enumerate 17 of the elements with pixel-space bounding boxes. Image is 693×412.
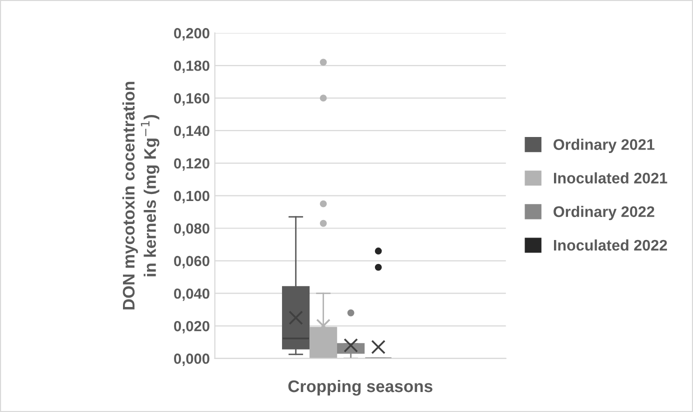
- x-axis-title: Cropping seasons: [288, 380, 432, 396]
- y-tick-label: 0,140: [174, 126, 210, 138]
- y-tick-label: 0,160: [174, 93, 210, 106]
- legend-label: Ordinary 2021: [554, 138, 654, 153]
- y-tick-label: 0,040: [174, 288, 210, 301]
- legend-label: Ordinary 2022: [554, 206, 654, 220]
- legend-label: Inoculated 2022: [554, 239, 667, 251]
- y-tick-label: 0,000: [174, 354, 210, 366]
- legend-label: Inoculated 2021: [554, 172, 668, 184]
- y-tick-label: 0,180: [174, 60, 210, 74]
- y-tick-label: 0,100: [174, 190, 210, 204]
- y-tick-label: 0,080: [174, 223, 210, 236]
- y-tick-label: 0,020: [174, 320, 210, 334]
- y-tick-label: 0,200: [174, 28, 210, 40]
- y-tick-label: 0,060: [174, 256, 210, 268]
- y-tick-label: 0,120: [174, 158, 210, 171]
- y-axis-title: DON mycotoxin cocentration in kernels (mg Kg$^{−1}$): [122, 82, 160, 310]
